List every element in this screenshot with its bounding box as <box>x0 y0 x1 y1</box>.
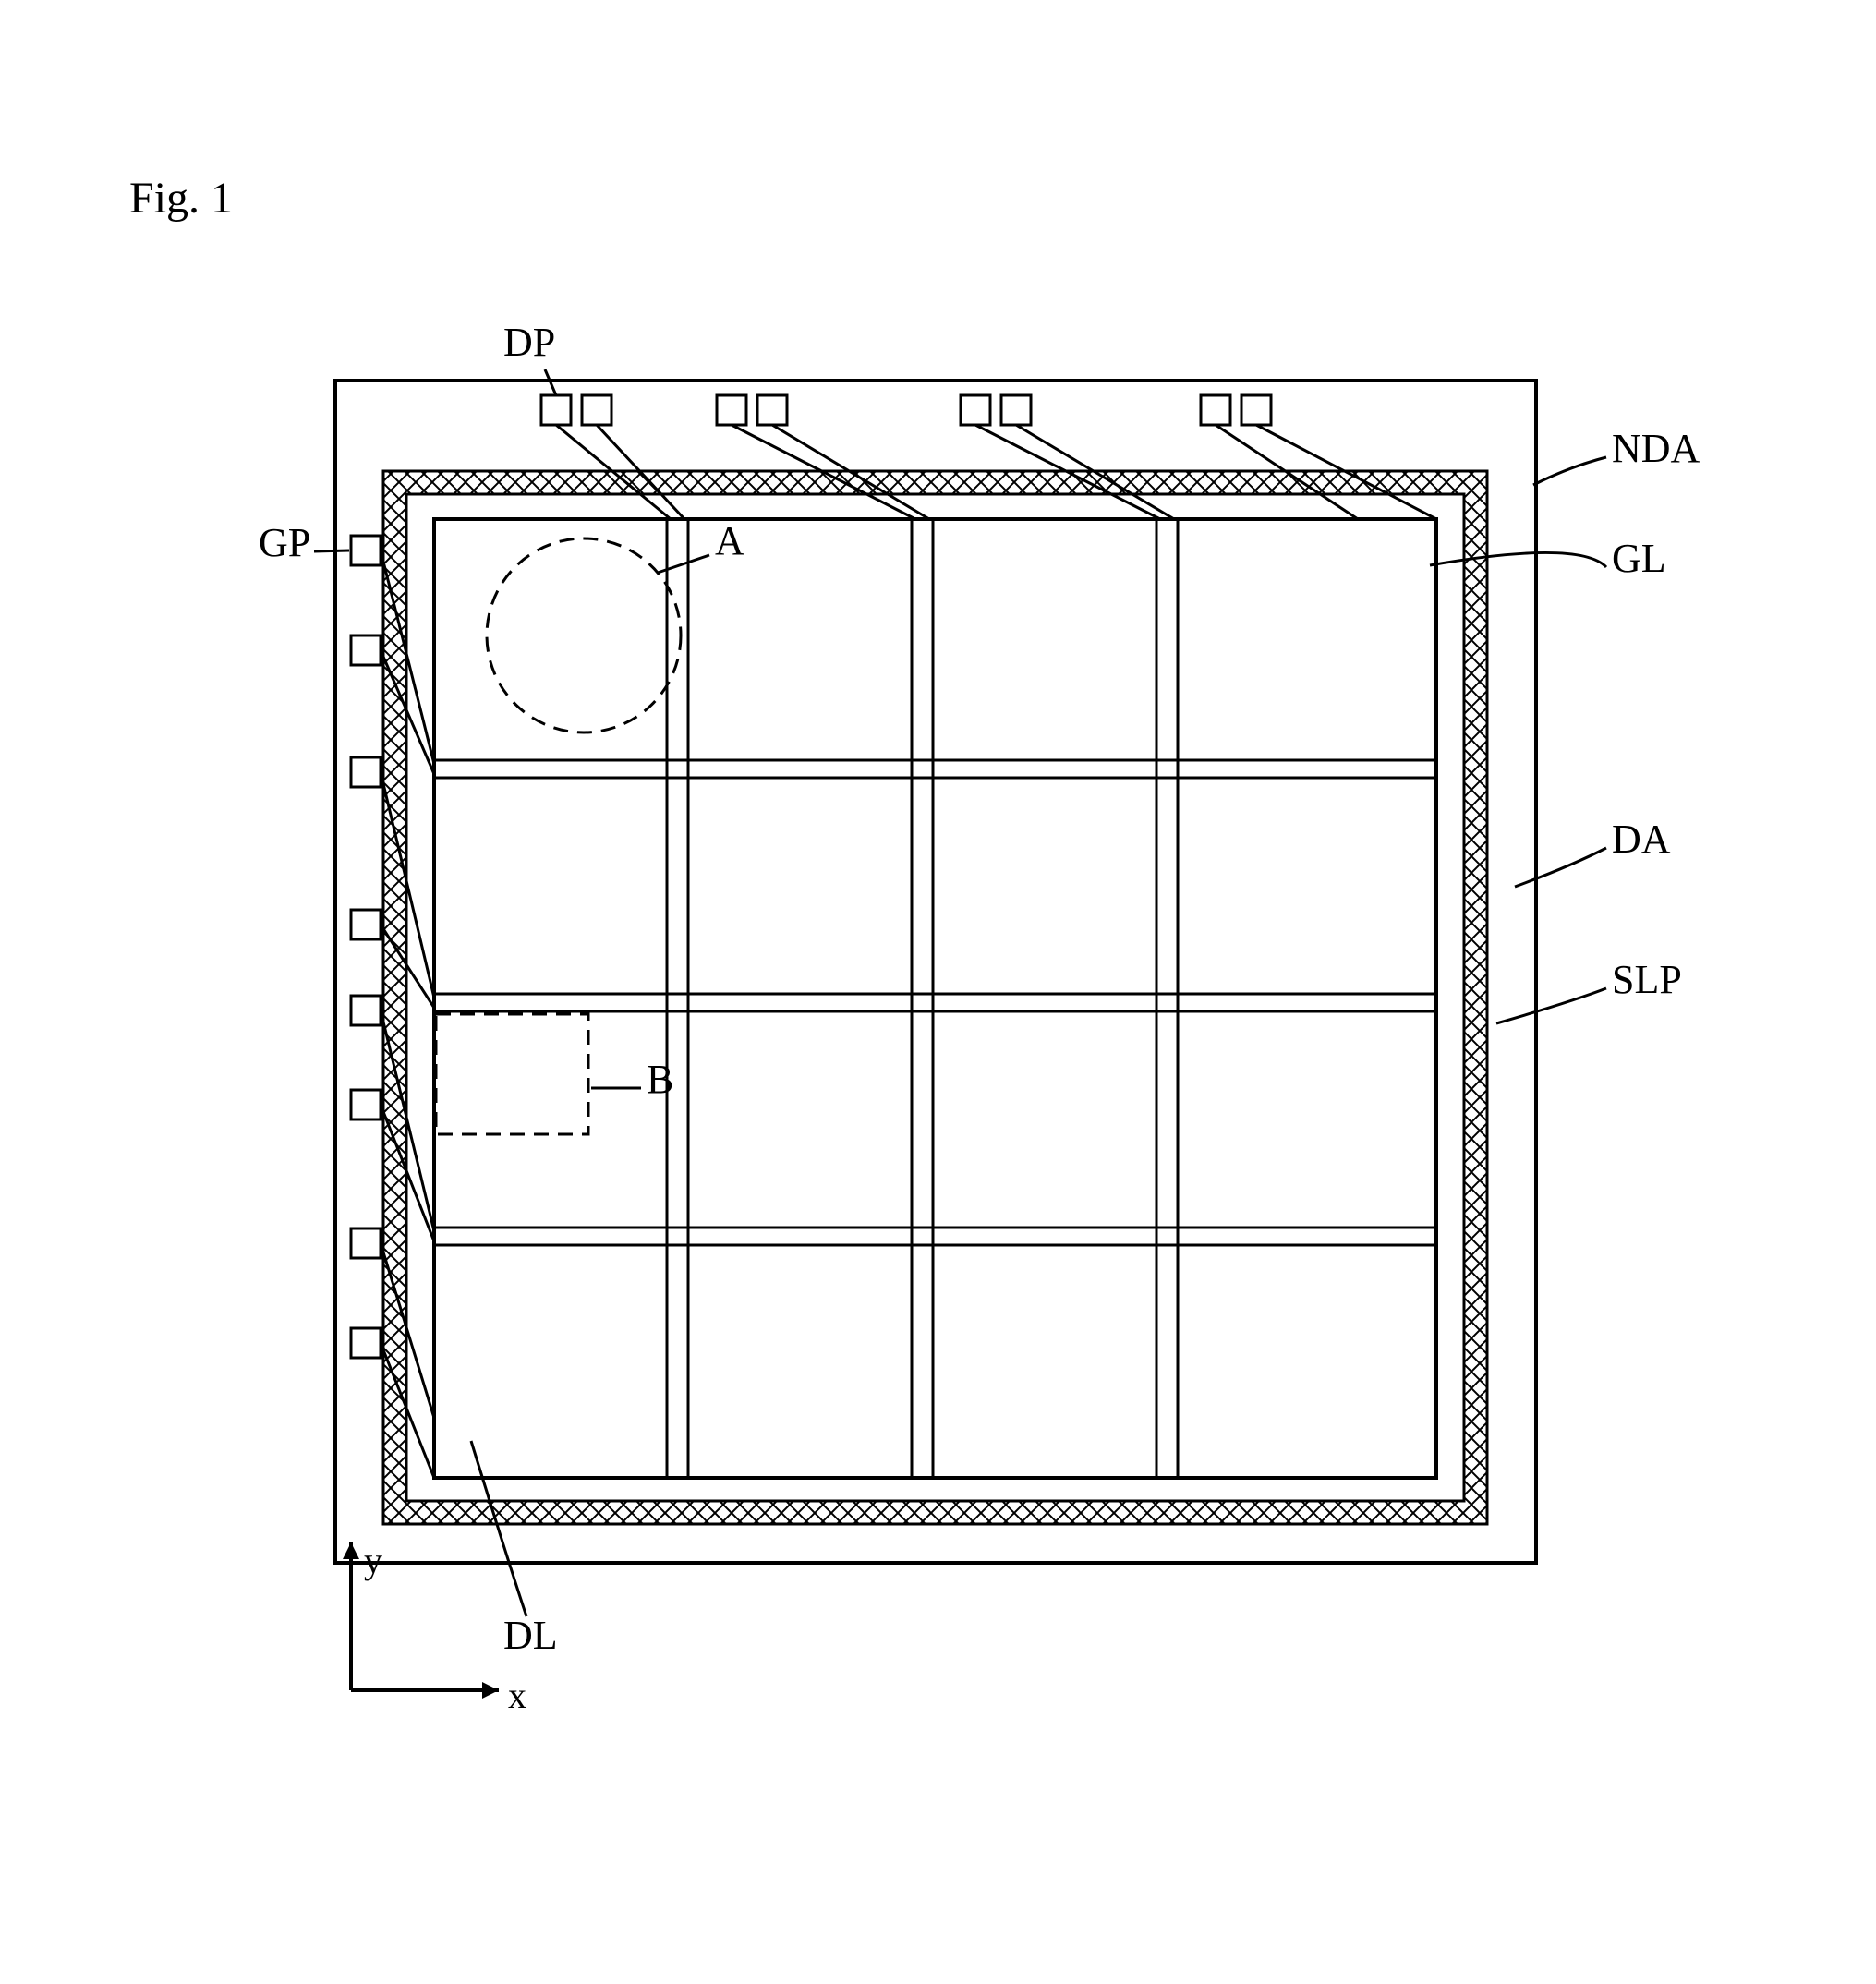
left-pad <box>351 910 381 939</box>
axis-y-label: y <box>364 1539 382 1582</box>
detail-rect-b <box>436 1014 588 1134</box>
left-pad <box>351 1228 381 1258</box>
label-slp: SLP <box>1612 956 1682 1003</box>
top-pad <box>1001 395 1031 425</box>
label-gl: GL <box>1612 535 1666 582</box>
figure-stage: Fig. 1 DP NDA GL DA SLP GP A B DL y x <box>0 0 1876 1984</box>
left-pad <box>351 1090 381 1119</box>
grid-frame <box>434 519 1436 1478</box>
label-dp: DP <box>503 319 555 366</box>
label-b: B <box>647 1056 673 1103</box>
top-pad <box>757 395 787 425</box>
left-pad <box>351 635 381 665</box>
top-pad <box>961 395 990 425</box>
detail-circle-a <box>487 538 681 732</box>
figure-svg <box>0 0 1876 1984</box>
label-da: DA <box>1612 816 1671 863</box>
label-dl: DL <box>503 1612 558 1659</box>
figure-title: Fig. 1 <box>129 173 233 224</box>
top-pad <box>717 395 746 425</box>
top-pad <box>1201 395 1230 425</box>
left-pad <box>351 996 381 1025</box>
axis-x-label: x <box>508 1674 526 1717</box>
top-pad <box>541 395 571 425</box>
label-nda: NDA <box>1612 425 1700 472</box>
outer-frame <box>335 381 1536 1563</box>
left-pad <box>351 536 381 565</box>
top-pad <box>1241 395 1271 425</box>
left-pad <box>351 757 381 787</box>
slp-band <box>383 471 1487 1524</box>
left-pad <box>351 1328 381 1358</box>
label-a: A <box>715 517 744 564</box>
top-pad <box>582 395 611 425</box>
label-gp: GP <box>259 519 310 566</box>
